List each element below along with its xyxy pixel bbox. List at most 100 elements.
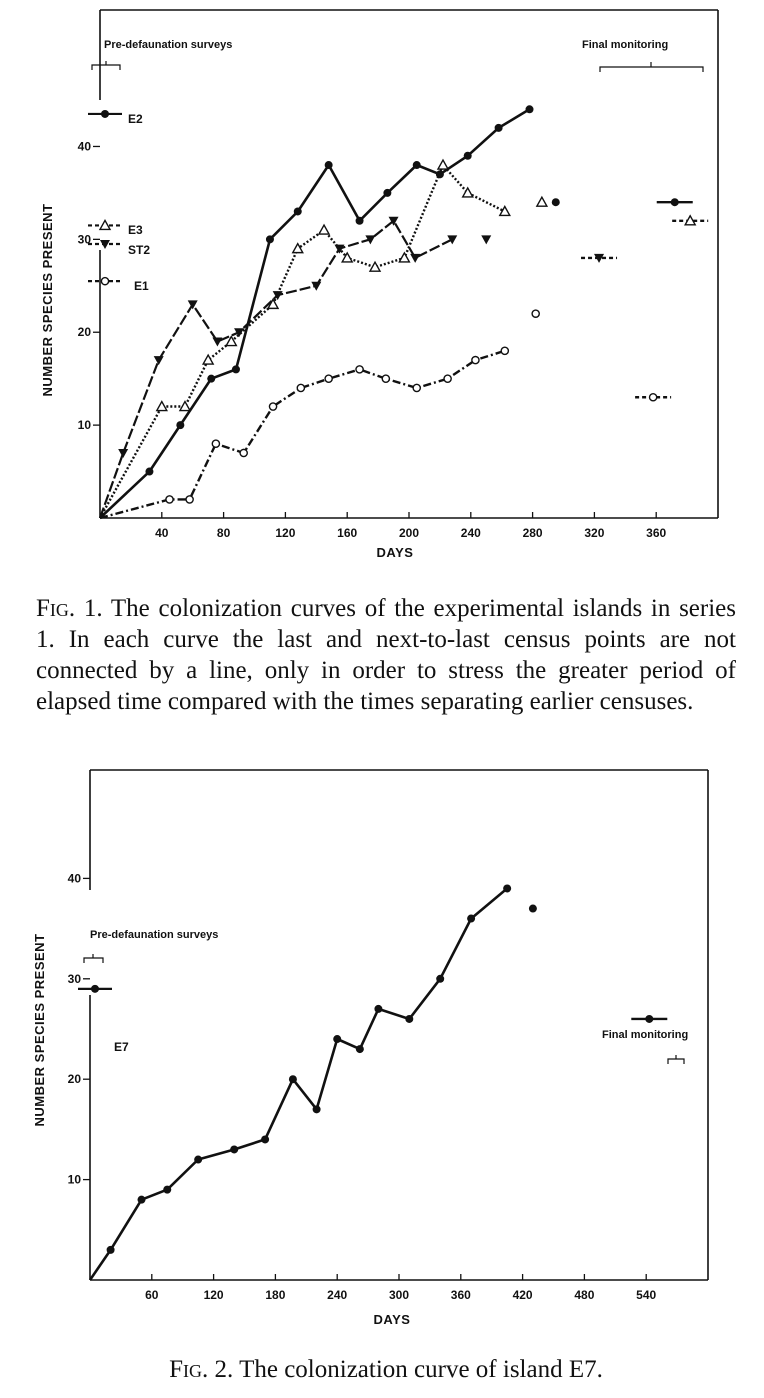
f1-point-e1 bbox=[531, 309, 540, 318]
f1-xtick-label: 120 bbox=[275, 526, 295, 540]
f1-point-e3 bbox=[341, 251, 354, 263]
f1-point-e2 bbox=[231, 365, 240, 374]
figure-1-caption: Fig. 1. The colonization curves of the e… bbox=[36, 593, 736, 717]
f1-point-st2 bbox=[153, 356, 164, 366]
f1-point-st2 bbox=[187, 300, 198, 310]
fig1-x-ticks: 40 80 120 160 200 240 280 320 360 bbox=[155, 512, 667, 540]
f2-point-e7 bbox=[436, 974, 445, 983]
f1-point-e2 bbox=[324, 161, 333, 170]
f1-point-st2 bbox=[481, 235, 492, 245]
figure-1-caption-text: The colonization curves of the experimen… bbox=[36, 595, 736, 715]
f1-point-e2 bbox=[463, 151, 472, 160]
f1-line-e2 bbox=[99, 108, 531, 519]
fig2-pre-defaunation-annotation: Pre-defaunation surveys bbox=[83, 929, 218, 963]
f2-xtick-label: 480 bbox=[574, 1288, 594, 1302]
f2-ytick-label: 10 bbox=[68, 1173, 82, 1187]
f1-point-e2 bbox=[293, 207, 302, 216]
fig1-y-ticks: 10 20 30 40 bbox=[78, 139, 100, 432]
f1-point-st2 bbox=[272, 291, 283, 301]
f1-point-e1 bbox=[296, 383, 306, 393]
f1-series-e3 bbox=[88, 158, 709, 519]
fig1-final-monitoring-annotation: Final monitoring bbox=[582, 39, 704, 72]
f2-point-e7 bbox=[503, 884, 512, 893]
figure-1-caption-label: Fig. 1. bbox=[36, 595, 103, 622]
f1-point-st2 bbox=[118, 448, 129, 458]
f2-point-e7 bbox=[528, 904, 537, 913]
f1-xtick-label: 160 bbox=[337, 526, 357, 540]
f1-pre-point-e1 bbox=[100, 276, 110, 286]
figure-1-chart: 10 20 30 40 40 80 120 160 200 240 280 320 360 NUMBE… bbox=[40, 9, 719, 560]
f1-point-e2 bbox=[412, 161, 421, 170]
f1-point-e1 bbox=[381, 374, 391, 383]
f1-point-e2 bbox=[145, 467, 154, 476]
f1-final-point-st2 bbox=[594, 253, 605, 263]
f1-xtick-label: 320 bbox=[584, 526, 604, 540]
f1-pre-point-st2 bbox=[100, 239, 110, 249]
f1-point-e2 bbox=[494, 123, 503, 132]
f1-xtick-label: 200 bbox=[399, 526, 419, 540]
f1-point-e3 bbox=[201, 353, 215, 365]
f1-point-e1 bbox=[165, 495, 174, 504]
f1-xtick-label: 80 bbox=[217, 526, 231, 540]
fig1-legend: E2 E3 ST2 E1 bbox=[128, 112, 150, 293]
f2-point-e7 bbox=[312, 1105, 321, 1114]
f2-line-e7 bbox=[88, 887, 509, 1281]
f1-series-st2 bbox=[88, 216, 618, 519]
f1-point-e2 bbox=[551, 198, 560, 207]
f1-point-e1 bbox=[471, 355, 480, 365]
f1-final-point-e3 bbox=[684, 214, 697, 226]
f1-point-e1 bbox=[185, 495, 194, 504]
f1-point-e1 bbox=[324, 374, 333, 383]
f1-point-e2 bbox=[207, 374, 216, 383]
f1-ytick-label: 40 bbox=[78, 139, 92, 153]
f1-point-e3 bbox=[436, 158, 450, 170]
fig2-final-monitoring-annotation: Final monitoring bbox=[602, 1029, 688, 1064]
f1-line-e1 bbox=[99, 349, 506, 520]
f1-point-e3 bbox=[317, 223, 331, 235]
f1-xtick-label: 360 bbox=[646, 526, 666, 540]
f2-point-e7 bbox=[333, 1035, 342, 1044]
fig1-legend-e2: E2 bbox=[128, 112, 143, 126]
f1-pre-point-e3 bbox=[98, 218, 112, 231]
figure-2-caption-text: The colonization curve of island E7. bbox=[239, 1356, 603, 1383]
f1-point-e1 bbox=[211, 439, 221, 448]
fig2-frame bbox=[89, 769, 709, 1281]
f1-point-e2 bbox=[176, 421, 185, 430]
fig2-pre-defaunation-label: Pre-defaunation surveys bbox=[90, 929, 218, 941]
f1-point-e3 bbox=[498, 205, 511, 217]
f1-point-st2 bbox=[212, 337, 223, 347]
f1-xtick-label: 40 bbox=[155, 526, 169, 540]
f1-series-e2 bbox=[88, 105, 693, 519]
f2-xtick-label: 300 bbox=[389, 1288, 409, 1302]
f1-point-e1 bbox=[268, 402, 278, 411]
f2-xtick-label: 240 bbox=[327, 1288, 347, 1302]
fig1-frame bbox=[99, 9, 719, 519]
f2-ytick-label: 30 bbox=[68, 972, 82, 986]
f1-ytick-label: 30 bbox=[78, 232, 92, 246]
f1-ytick-label: 10 bbox=[78, 418, 92, 432]
fig1-final-monitoring-label: Final monitoring bbox=[582, 39, 668, 51]
fig1-pre-defaunation-annotation: Pre-defaunation surveys bbox=[91, 39, 232, 70]
f1-point-e3 bbox=[225, 335, 238, 347]
f1-point-e3 bbox=[535, 195, 549, 207]
f1-xtick-label: 280 bbox=[523, 526, 543, 540]
f1-point-e3 bbox=[368, 260, 382, 272]
f2-point-e7 bbox=[288, 1075, 297, 1084]
fig2-y-ticks: 10 20 30 40 bbox=[68, 871, 90, 1187]
f1-point-e2 bbox=[383, 188, 392, 197]
f2-xtick-label: 180 bbox=[265, 1288, 285, 1302]
f1-point-st2 bbox=[334, 244, 345, 254]
fig2-legend-e7: E7 bbox=[114, 1040, 129, 1054]
f2-point-e7 bbox=[194, 1155, 203, 1164]
f1-point-e2 bbox=[355, 216, 364, 225]
f2-xtick-label: 360 bbox=[451, 1288, 471, 1302]
f1-point-e1 bbox=[412, 383, 422, 393]
f2-ytick-label: 20 bbox=[68, 1072, 82, 1086]
figure-2-caption: Fig. 2. The colonization curve of island… bbox=[36, 1354, 736, 1385]
f1-point-e1 bbox=[355, 365, 364, 374]
f1-point-e3 bbox=[398, 251, 411, 263]
fig1-pre-defaunation-label: Pre-defaunation surveys bbox=[104, 39, 232, 51]
f1-point-st2 bbox=[234, 328, 245, 338]
fig2-x-ticks: 60 120 180 240 300 360 420 480 540 bbox=[145, 1274, 657, 1302]
f1-ytick-label: 20 bbox=[78, 325, 92, 339]
